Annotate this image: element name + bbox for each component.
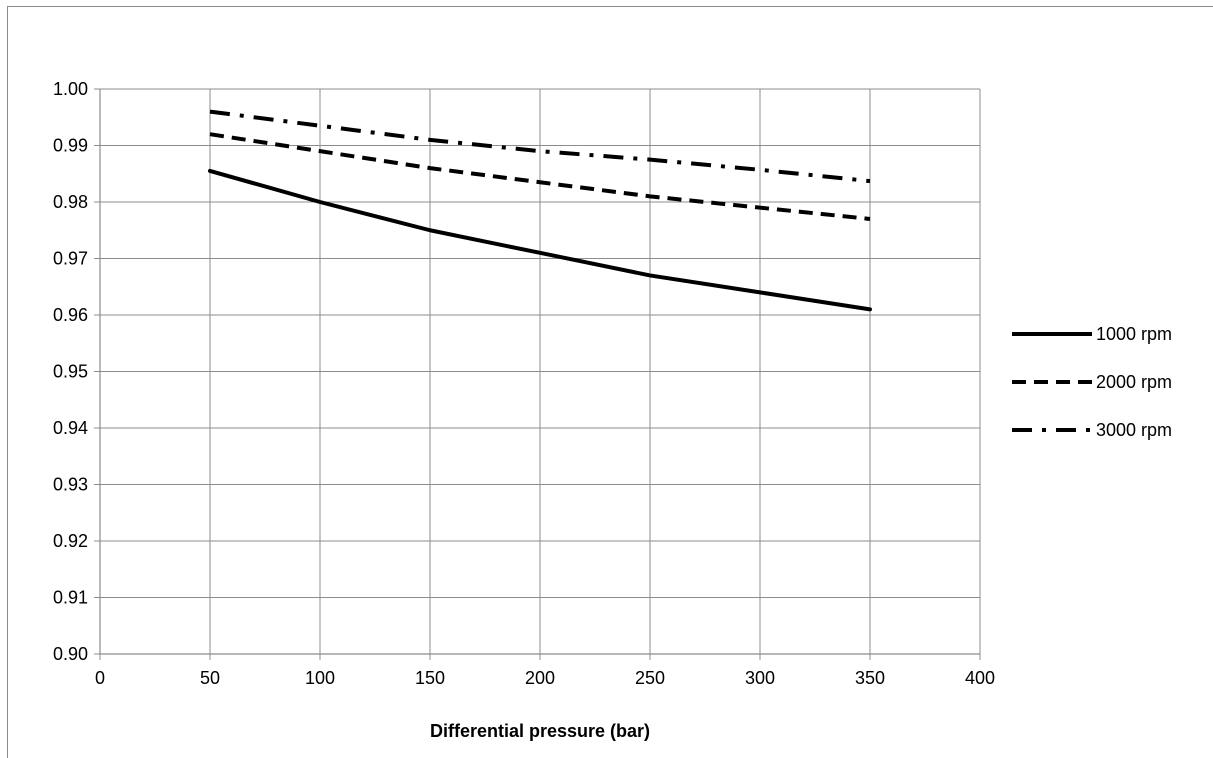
y-tick-label: 0.90 <box>53 644 88 664</box>
y-tick-label: 1.00 <box>53 79 88 99</box>
x-tick-label: 300 <box>745 668 775 688</box>
x-tick-label: 400 <box>965 668 995 688</box>
y-tick-label: 0.99 <box>53 136 88 156</box>
y-tick-label: 0.92 <box>53 531 88 551</box>
chart-frame <box>7 6 1213 758</box>
x-tick-label: 0 <box>95 668 105 688</box>
y-tick-label: 0.93 <box>53 475 88 495</box>
legend: 1000 rpm 2000 rpm 3000 rpm <box>1012 324 1172 440</box>
x-tick-label: 350 <box>855 668 885 688</box>
x-tick-label: 100 <box>305 668 335 688</box>
y-tick-label: 0.95 <box>53 362 88 382</box>
y-tick-label: 0.98 <box>53 192 88 212</box>
y-tick-label: 0.97 <box>53 249 88 269</box>
legend-label-2: 2000 rpm <box>1096 372 1172 392</box>
x-tick-label: 150 <box>415 668 445 688</box>
series-line-2 <box>209 132 871 221</box>
legend-label-3: 3000 rpm <box>1096 420 1172 440</box>
series-lines <box>208 109 872 312</box>
y-tick-label: 0.94 <box>53 418 88 438</box>
y-tick-label: 0.91 <box>53 588 88 608</box>
series-line-1 <box>208 168 872 312</box>
y-tick-label: 0.96 <box>53 305 88 325</box>
axes: 0.90 0.91 0.92 0.93 0.94 0.95 0.96 0.97 0.98 0.99… <box>53 79 995 688</box>
legend-label-1: 1000 rpm <box>1096 324 1172 344</box>
x-tick-label: 200 <box>525 668 555 688</box>
x-tick-label: 250 <box>635 668 665 688</box>
grid <box>99 88 981 655</box>
x-tick-label: 50 <box>200 668 220 688</box>
x-axis-label: Differential pressure (bar) <box>430 721 650 741</box>
